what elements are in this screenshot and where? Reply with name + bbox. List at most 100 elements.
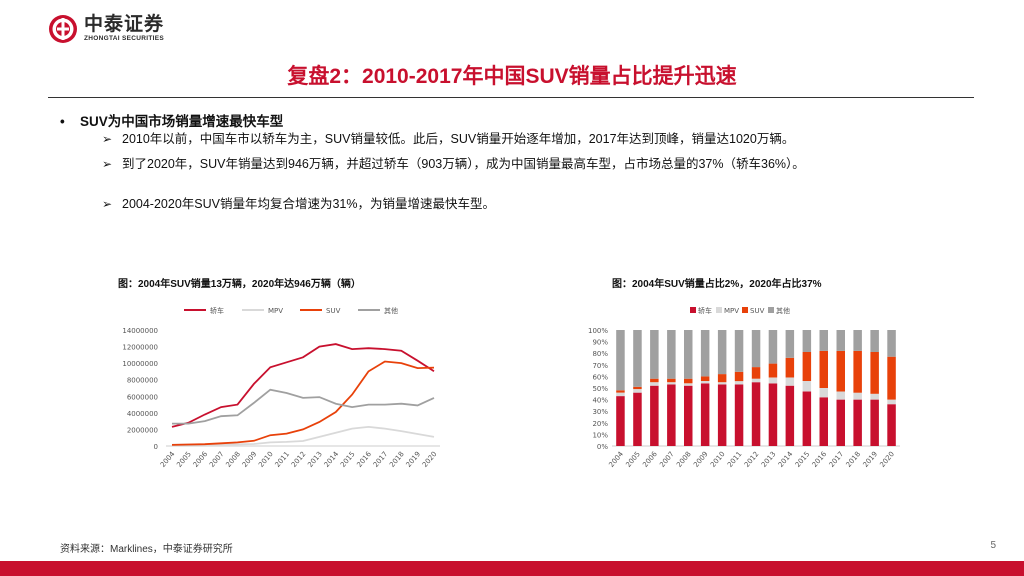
bar-segment-3: [616, 330, 625, 391]
x-tick-label: 2020: [878, 450, 896, 469]
x-tick-label: 2005: [175, 450, 193, 469]
sub-bullet-text: 到了2020年，SUV年销量达到946万辆，并超过轿车（903万辆），成为中国销…: [122, 157, 805, 171]
bar-segment-0: [819, 397, 828, 446]
legend-label-3: 其他: [384, 306, 398, 315]
x-tick-label: 2006: [641, 450, 659, 469]
bar-segment-0: [870, 399, 879, 446]
x-tick-label: 2007: [208, 450, 226, 469]
bar-segment-2: [684, 378, 693, 384]
legend-label-2: SUV: [326, 307, 341, 315]
bar-segment-0: [768, 383, 778, 446]
y-tick-label: 4000000: [127, 410, 158, 418]
bar-segment-0: [853, 399, 862, 446]
bar-segment-1: [667, 382, 676, 385]
bar-segment-3: [768, 330, 778, 364]
bar-segment-3: [700, 330, 710, 377]
x-tick-label: 2015: [339, 450, 357, 469]
bar-segment-0: [887, 404, 896, 446]
bar-segment-1: [650, 382, 659, 386]
legend-label-3: 其他: [776, 306, 790, 315]
y-tick-label: 2000000: [127, 426, 158, 434]
bar-segment-0: [751, 382, 761, 446]
bar-segment-0: [717, 384, 727, 446]
bar-segment-1: [819, 388, 828, 398]
x-tick-label: 2017: [372, 450, 390, 469]
x-tick-label: 2019: [405, 450, 423, 469]
x-tick-label: 2018: [388, 450, 406, 469]
bar-segment-1: [836, 391, 845, 400]
sub-bullet-text: 2010年以前，中国车市以轿车为主，SUV销量较低。此后，SUV销量开始逐年增加…: [122, 132, 795, 146]
sub-bullet-text: 2004-2020年SUV销量年均复合增速为31%，为销量增速最快车型。: [122, 197, 495, 211]
title-divider: [48, 97, 974, 98]
bar-segment-2: [667, 378, 676, 383]
x-tick-label: 2004: [159, 450, 177, 469]
bar-segment-1: [717, 382, 727, 385]
sub-bullet-3: ➢ 2004-2020年SUV销量年均复合增速为31%，为销量增速最快车型。: [102, 196, 952, 213]
y-tick-label: 20%: [592, 420, 608, 428]
sub-bullet-2: ➢ 到了2020年，SUV年销量达到946万辆，并超过轿车（903万辆），成为中…: [102, 156, 952, 173]
footer-bar: [0, 561, 1024, 576]
bar-segment-1: [887, 399, 896, 405]
bullet-dot-icon: •: [60, 114, 65, 129]
series-line-2: [171, 360, 435, 446]
x-tick-label: 2018: [845, 450, 863, 469]
y-tick-label: 8000000: [127, 377, 158, 385]
right-chart-caption: 图：2004年SUV销量占比2%，2020年占比37%: [612, 279, 822, 290]
bar-segment-3: [667, 330, 676, 379]
x-tick-label: 2010: [709, 450, 727, 469]
bar-segment-1: [700, 381, 710, 384]
y-tick-label: 10000000: [122, 360, 158, 368]
suv-share-stacked-bar-chart: 轿车 MPV SUV 其他 0% 10% 20% 30% 40% 50% 60% 70% 80% 90% 1…: [588, 306, 900, 469]
bar-segment-3: [734, 330, 744, 372]
series-line-0: [171, 343, 435, 428]
bar-segment-0: [836, 399, 845, 446]
y-tick-label: 50%: [592, 385, 608, 393]
bar-segment-1: [734, 381, 744, 385]
bar-segment-2: [836, 350, 845, 392]
arrow-bullet-icon: ➢: [102, 197, 113, 211]
x-tick-label: 2008: [675, 450, 693, 469]
legend-swatch-1: [716, 307, 722, 313]
bar-segment-2: [887, 356, 896, 400]
x-tick-label: 2007: [658, 450, 676, 469]
x-tick-label: 2005: [624, 450, 642, 469]
bar-segment-3: [836, 330, 845, 351]
bar-segment-3: [633, 330, 642, 387]
brand-name-cn: 中泰证券: [84, 14, 165, 35]
bar-segment-3: [751, 330, 761, 368]
bar-segment-0: [616, 396, 625, 446]
y-tick-label: 30%: [592, 408, 608, 416]
x-tick-label: 2009: [692, 450, 710, 469]
bar-segment-3: [684, 330, 693, 379]
bar-segment-2: [751, 367, 761, 379]
x-tick-label: 2016: [811, 450, 829, 469]
bar-segment-2: [768, 363, 778, 378]
bar-segment-3: [717, 330, 727, 375]
bar-segment-2: [700, 376, 710, 381]
arrow-bullet-icon: ➢: [102, 157, 113, 171]
series-line-3: [172, 388, 435, 425]
x-tick-label: 2011: [274, 450, 292, 469]
page-title: 复盘2：2010-2017年中国SUV销量占比提升迅速: [287, 65, 737, 88]
bar-segment-1: [616, 392, 625, 397]
y-tick-label: 0%: [597, 443, 608, 451]
bar-segment-1: [870, 393, 879, 400]
bar-segment-2: [717, 374, 727, 383]
y-tick-label: 70%: [592, 362, 608, 370]
bar-segment-3: [650, 330, 659, 379]
y-tick-label: 12000000: [122, 344, 158, 352]
left-chart-caption: 图：2004年SUV销量13万辆，2020年达946万辆（辆）: [118, 279, 361, 290]
x-tick-label: 2014: [323, 450, 341, 469]
x-tick-label: 2016: [355, 450, 373, 469]
y-tick-label: 0: [154, 443, 158, 451]
x-tick-label: 2013: [760, 450, 778, 469]
x-tick-label: 2019: [862, 450, 880, 469]
legend-label-1: MPV: [268, 307, 283, 315]
y-tick-label: 14000000: [122, 327, 158, 335]
y-tick-label: 100%: [588, 327, 608, 335]
bar-segment-3: [802, 330, 812, 352]
bar-segment-2: [785, 357, 795, 378]
bar-segment-3: [887, 330, 896, 357]
suv-sales-line-chart: 轿车 MPV SUV 其他 0 2000000 4000000 6000000 8000000 1…: [122, 306, 440, 469]
y-tick-label: 60%: [592, 373, 608, 381]
